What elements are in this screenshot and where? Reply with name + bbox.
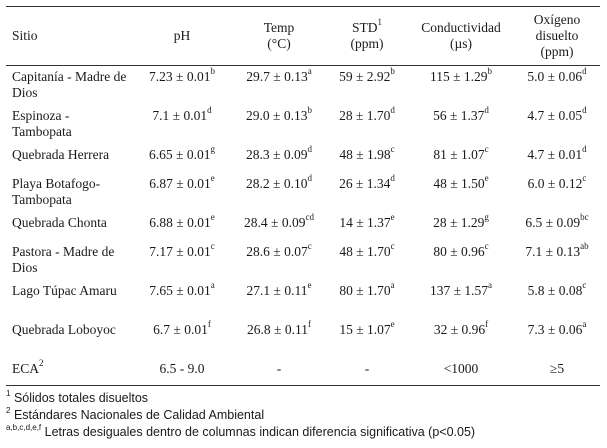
cell-ph: 6.7 ± 0.01f <box>153 318 211 337</box>
table-footnotes: 1 Sólidos totales disueltos 2 Estándares… <box>6 388 476 441</box>
cell-std: 15 ± 1.07e <box>339 318 395 337</box>
table-row: Quebrada Loboyoc 6.7 ± 0.01f 26.8 ± 0.11… <box>6 319 600 358</box>
water-quality-table: Sitio pH Temp (°C) STD1 (ppm) Conductivida… <box>6 6 600 386</box>
cell-ph: 6.5 - 9.0 <box>132 358 232 386</box>
footnote: 2 Estándares Nacionales de Calidad Ambie… <box>6 405 265 422</box>
cell-conductivity: 32 ± 0.96f <box>433 318 489 337</box>
cell-conductivity: 115 ± 1.29b <box>429 65 493 84</box>
cell-oxygen: 5.8 ± 0.08c <box>527 279 587 298</box>
cell-site: Lago Túpac Amaru <box>12 283 117 298</box>
header-row: Sitio pH Temp (°C) STD1 (ppm) Conductivida… <box>6 6 600 66</box>
cell-oxygen: 4.7 ± 0.05d <box>527 104 587 123</box>
footnote: 1 Sólidos totales disueltos <box>6 388 149 405</box>
table-header: Sitio pH Temp (°C) STD1 (ppm) Conductivida… <box>6 6 600 66</box>
cell-oxygen: 4.7 ± 0.01d <box>527 143 587 162</box>
table-row: Capitanía - Madre de Dios 7.23 ± 0.01b 2… <box>6 66 600 106</box>
cell-conductivity: 48 ± 1.50e <box>433 172 489 191</box>
cell-oxygen: 7.1 ± 0.13ab <box>525 240 589 259</box>
table-row: Quebrada Herrera 6.65 ± 0.01g 28.3 ± 0.0… <box>6 144 600 173</box>
cell-std: 80 ± 1.70a <box>339 279 395 298</box>
header-site: Sitio <box>6 6 132 66</box>
cell-std: 48 ± 1.98c <box>339 143 395 162</box>
cell-site: Capitanía - Madre de Dios <box>12 69 127 100</box>
table-row: Pastora - Madre de Dios 7.17 ± 0.01c 28.… <box>6 241 600 280</box>
header-oxygen: Oxígeno disuelto (ppm) <box>514 6 600 66</box>
cell-temp: 29.0 ± 0.13b <box>246 104 312 123</box>
cell-temp: 28.4 ± 0.09cd <box>244 211 314 230</box>
cell-temp: 28.2 ± 0.10d <box>246 172 312 191</box>
cell-std: 59 ± 2.92b <box>339 65 395 84</box>
table-row: Lago Túpac Amaru 7.65 ± 0.01a 27.1 ± 0.1… <box>6 280 600 319</box>
cell-oxygen: 5.0 ± 0.06d <box>527 65 587 84</box>
cell-conductivity: 80 ± 0.96c <box>433 240 489 259</box>
cell-conductivity: 28 ± 1.29g <box>433 211 489 230</box>
cell-temp: - <box>232 358 326 386</box>
cell-ph: 7.23 ± 0.01b <box>149 65 215 84</box>
cell-std: 26 ± 1.34d <box>339 172 395 191</box>
cell-temp: 28.3 ± 0.09d <box>246 143 312 162</box>
cell-ph: 6.87 ± 0.01e <box>149 172 215 191</box>
table-row: Quebrada Chonta 6.88 ± 0.01e 28.4 ± 0.09… <box>6 212 600 241</box>
table-body: Capitanía - Madre de Dios 7.23 ± 0.01b 2… <box>6 66 600 386</box>
cell-oxygen: 7.3 ± 0.06a <box>527 318 587 337</box>
cell-std: 48 ± 1.70c <box>339 240 395 259</box>
footnote: a,b,c,d,e,f Letras desiguales dentro de … <box>6 422 476 439</box>
cell-temp: 29.7 ± 0.13a <box>246 65 312 84</box>
cell-temp: 27.1 ± 0.11e <box>246 279 312 298</box>
cell-ph: 7.1 ± 0.01d <box>152 104 212 123</box>
cell-temp: 28.6 ± 0.07c <box>246 240 312 259</box>
header-temp: Temp (°C) <box>232 6 326 66</box>
cell-std: 28 ± 1.70d <box>339 104 395 123</box>
cell-site: ECA2 <box>6 358 132 386</box>
header-ph: pH <box>132 6 232 66</box>
cell-oxygen: ≥5 <box>514 358 600 386</box>
cell-oxygen: 6.0 ± 0.12c <box>527 172 587 191</box>
cell-temp: 26.8 ± 0.11f <box>247 318 311 337</box>
cell-site: Playa Botafogo-Tambopata <box>12 176 101 207</box>
cell-ph: 7.65 ± 0.01a <box>149 279 215 298</box>
cell-conductivity: 56 ± 1.37d <box>433 104 489 123</box>
cell-site: Quebrada Loboyoc <box>12 322 116 337</box>
cell-site: Quebrada Herrera <box>12 147 110 162</box>
water-quality-table-container: Sitio pH Temp (°C) STD1 (ppm) Conductivida… <box>6 6 600 386</box>
cell-ph: 7.17 ± 0.01c <box>149 240 215 259</box>
cell-conductivity: 81 ± 1.07c <box>433 143 489 162</box>
header-conductivity: Conductividad (µs) <box>408 6 514 66</box>
cell-oxygen: 6.5 ± 0.09bc <box>525 211 589 230</box>
cell-ph: 6.65 ± 0.01g <box>149 143 215 162</box>
eca-row: ECA2 6.5 - 9.0 - - <1000 ≥5 <box>6 358 600 386</box>
cell-std: 14 ± 1.37e <box>339 211 395 230</box>
cell-site: Pastora - Madre de Dios <box>12 244 115 275</box>
table-row: Espinoza - Tambopata 7.1 ± 0.01d 29.0 ± … <box>6 105 600 144</box>
cell-site: Espinoza - Tambopata <box>12 108 72 139</box>
cell-std: - <box>326 358 408 386</box>
cell-ph: 6.88 ± 0.01e <box>149 211 215 230</box>
table-row: Playa Botafogo-Tambopata 6.87 ± 0.01e 28… <box>6 173 600 212</box>
cell-site: Quebrada Chonta <box>12 215 107 230</box>
cell-conductivity: 137 ± 1.57a <box>429 279 493 298</box>
header-std: STD1 (ppm) <box>326 6 408 66</box>
cell-conductivity: <1000 <box>408 358 514 386</box>
